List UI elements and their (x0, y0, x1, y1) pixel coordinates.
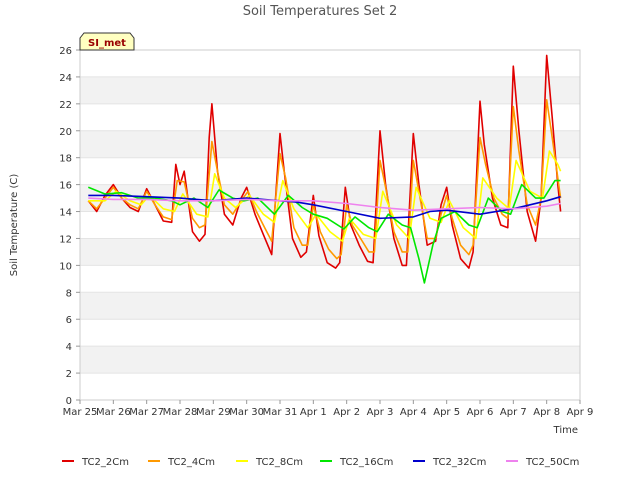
y-tick-label: 20 (59, 127, 72, 138)
series-layer (87, 54, 562, 284)
x-tick-label: Apr 9 (567, 407, 594, 418)
x-tick-label: Apr 8 (533, 407, 560, 418)
y-tick-label: 10 (59, 261, 72, 272)
x-tick-label: Mar 31 (263, 407, 298, 418)
grid-band (80, 346, 580, 374)
x-tick-label: Apr 5 (433, 407, 460, 418)
grid-bands (80, 76, 580, 374)
y-tick-label: 0 (66, 396, 72, 407)
legend-label: TC2_8Cm (255, 457, 303, 468)
site-badge: SI_met (79, 32, 135, 51)
y-axis-label: Soil Temperature (C) (9, 174, 20, 277)
x-tick-label: Mar 26 (96, 407, 131, 418)
series-line-tc2-50cm (88, 197, 561, 211)
y-tick-label: 4 (66, 342, 72, 353)
x-tick-label: Mar 29 (196, 407, 231, 418)
grid-band (80, 76, 580, 104)
x-tick-label: Apr 2 (333, 407, 360, 418)
y-tick-label: 26 (59, 46, 72, 57)
x-tick-label: Apr 1 (300, 407, 327, 418)
grid-band (80, 130, 580, 158)
chart-title: Soil Temperatures Set 2 (243, 4, 398, 19)
series-line-tc2-2cm (87, 54, 562, 269)
y-tick-label: 2 (66, 369, 72, 380)
legend-label: TC2_32Cm (432, 457, 486, 468)
y-tick-label: 16 (59, 181, 72, 192)
x-tick-label: Apr 4 (400, 407, 427, 418)
y-tick-label: 22 (59, 100, 72, 111)
x-tick-label: Mar 27 (129, 407, 164, 418)
legend-label: TC2_4Cm (167, 457, 215, 468)
y-tick-label: 12 (59, 234, 72, 245)
x-tick-label: Apr 7 (500, 407, 527, 418)
site-badge-label: SI_met (88, 38, 126, 49)
plot-frame (79, 49, 581, 401)
site-badge-shape (79, 32, 135, 51)
legend: TC2_2Cm TC2_4Cm TC2_8Cm TC2_16Cm TC2_32Cm TC2… (62, 457, 579, 468)
x-tick-label: Mar 30 (229, 407, 264, 418)
x-tick-label: Mar 25 (63, 407, 98, 418)
y-tick-label: 24 (59, 73, 72, 84)
series-line-tc2-8cm (88, 150, 562, 242)
legend-label: TC2_50Cm (525, 457, 579, 468)
x-tick-label: Apr 3 (367, 407, 394, 418)
x-tick-label: Apr 6 (467, 407, 494, 418)
series-line-tc2-4cm (87, 99, 562, 260)
y-tick-label: 6 (66, 315, 72, 326)
grid-band (80, 292, 580, 320)
y-tick-label: 14 (59, 208, 72, 219)
x-axis-label: Time (553, 425, 578, 436)
legend-label: TC2_16Cm (339, 457, 393, 468)
y-tick-label: 8 (66, 288, 72, 299)
x-tick-label: Mar 28 (163, 407, 198, 418)
legend-label: TC2_2Cm (81, 457, 129, 468)
y-tick-label: 18 (59, 154, 72, 165)
